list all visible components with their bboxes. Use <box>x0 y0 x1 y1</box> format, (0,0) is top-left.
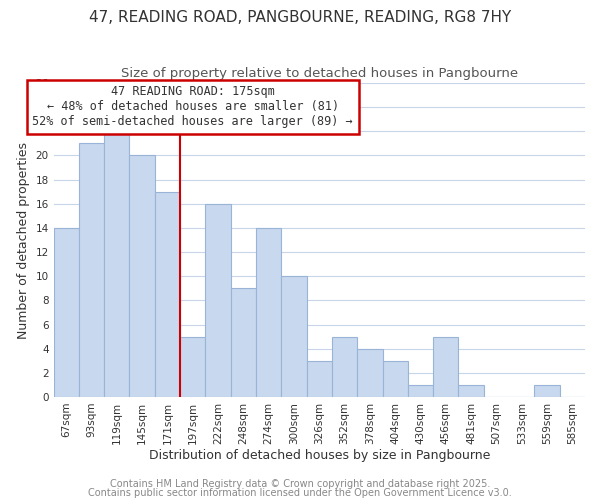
Bar <box>130 156 155 397</box>
Bar <box>332 336 357 397</box>
Bar <box>408 385 433 397</box>
Text: Contains HM Land Registry data © Crown copyright and database right 2025.: Contains HM Land Registry data © Crown c… <box>110 479 490 489</box>
Bar <box>79 144 104 397</box>
Bar <box>104 132 130 397</box>
Bar <box>357 348 383 397</box>
Bar <box>535 385 560 397</box>
Bar <box>155 192 180 397</box>
Bar <box>307 360 332 397</box>
Text: Contains public sector information licensed under the Open Government Licence v3: Contains public sector information licen… <box>88 488 512 498</box>
Bar <box>53 228 79 397</box>
Title: Size of property relative to detached houses in Pangbourne: Size of property relative to detached ho… <box>121 68 518 80</box>
Bar <box>230 288 256 397</box>
Y-axis label: Number of detached properties: Number of detached properties <box>17 142 30 338</box>
Text: 47, READING ROAD, PANGBOURNE, READING, RG8 7HY: 47, READING ROAD, PANGBOURNE, READING, R… <box>89 10 511 25</box>
Bar <box>256 228 281 397</box>
Bar <box>433 336 458 397</box>
X-axis label: Distribution of detached houses by size in Pangbourne: Distribution of detached houses by size … <box>149 450 490 462</box>
Text: 47 READING ROAD: 175sqm
← 48% of detached houses are smaller (81)
52% of semi-de: 47 READING ROAD: 175sqm ← 48% of detache… <box>32 86 353 128</box>
Bar <box>205 204 230 397</box>
Bar <box>458 385 484 397</box>
Bar <box>180 336 205 397</box>
Bar <box>383 360 408 397</box>
Bar <box>281 276 307 397</box>
